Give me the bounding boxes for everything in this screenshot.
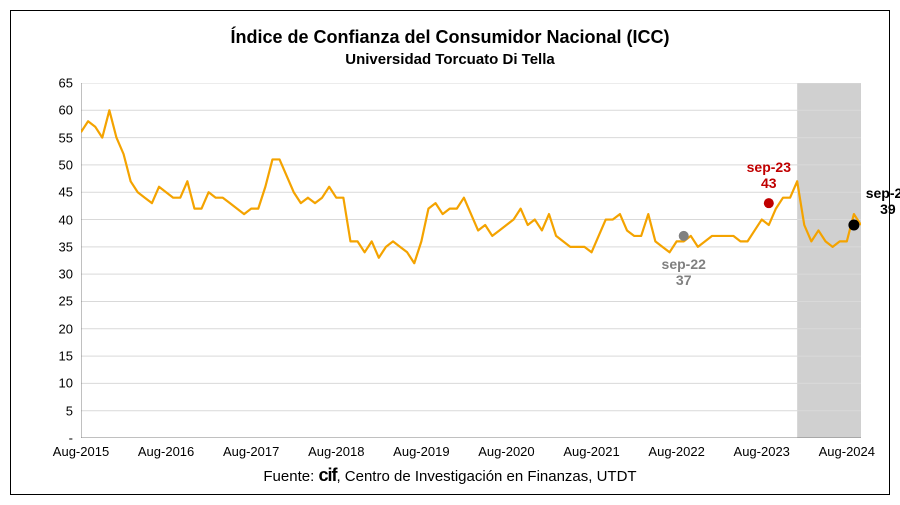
y-tick-label: 40 bbox=[59, 212, 73, 227]
x-tick-label: Aug-2024 bbox=[819, 444, 875, 459]
source-prefix: Fuente: bbox=[263, 468, 318, 485]
chart-subtitle: Universidad Torcuato Di Tella bbox=[11, 51, 889, 68]
x-tick-label: Aug-2020 bbox=[478, 444, 534, 459]
x-tick-label: Aug-2015 bbox=[53, 444, 109, 459]
y-tick-label: 55 bbox=[59, 130, 73, 145]
x-tick-label: Aug-2018 bbox=[308, 444, 364, 459]
annot-value: 39 bbox=[866, 201, 900, 217]
annot-label: sep-24 bbox=[866, 185, 900, 201]
source-text: , Centro de Investigación en Finanzas, U… bbox=[336, 468, 636, 485]
line-chart-svg bbox=[81, 83, 861, 438]
annot-label: sep-23 bbox=[747, 159, 791, 175]
y-tick-label: 10 bbox=[59, 376, 73, 391]
annot-value: 43 bbox=[747, 175, 791, 191]
y-tick-label: 35 bbox=[59, 239, 73, 254]
x-tick-label: Aug-2016 bbox=[138, 444, 194, 459]
y-tick-label: 65 bbox=[59, 76, 73, 91]
y-tick-label: 60 bbox=[59, 103, 73, 118]
point-annotation: sep-2237 bbox=[662, 256, 706, 288]
y-tick-label: 25 bbox=[59, 294, 73, 309]
chart-frame: Índice de Confianza del Consumidor Nacio… bbox=[10, 10, 890, 495]
y-tick-label: 30 bbox=[59, 267, 73, 282]
point-annotation: sep-2343 bbox=[747, 159, 791, 191]
y-tick-label: 5 bbox=[66, 403, 73, 418]
source-line: Fuente: cif, Centro de Investigación en … bbox=[11, 465, 889, 486]
x-tick-label: Aug-2022 bbox=[648, 444, 704, 459]
x-tick-label: Aug-2023 bbox=[734, 444, 790, 459]
x-tick-label: Aug-2019 bbox=[393, 444, 449, 459]
y-tick-label: 20 bbox=[59, 321, 73, 336]
annot-value: 37 bbox=[662, 272, 706, 288]
point-annotation: sep-2439 bbox=[866, 185, 900, 217]
y-tick-label: 45 bbox=[59, 185, 73, 200]
x-tick-label: Aug-2017 bbox=[223, 444, 279, 459]
x-tick-label: Aug-2021 bbox=[563, 444, 619, 459]
source-logo: cif bbox=[318, 465, 336, 485]
y-tick-label: 50 bbox=[59, 157, 73, 172]
plot-area: -5101520253035404550556065 Aug-2015Aug-2… bbox=[81, 83, 861, 438]
chart-title: Índice de Confianza del Consumidor Nacio… bbox=[11, 27, 889, 48]
y-tick-label: 15 bbox=[59, 349, 73, 364]
annot-label: sep-22 bbox=[662, 256, 706, 272]
